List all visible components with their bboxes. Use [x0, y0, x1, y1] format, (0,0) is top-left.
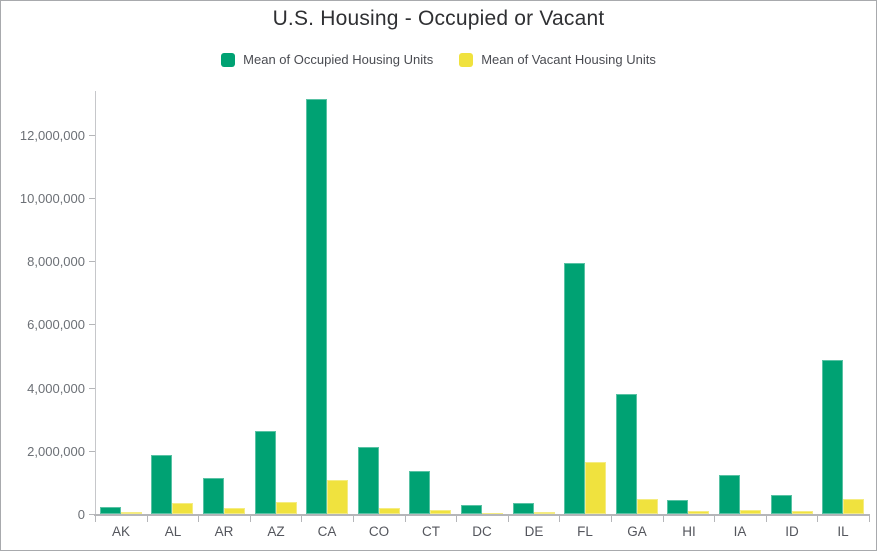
y-axis-tick-label: 8,000,000: [27, 254, 85, 269]
x-axis-label-CT: CT: [422, 524, 440, 539]
x-axis-label-DE: DE: [524, 524, 544, 539]
x-axis-tick: [611, 516, 612, 522]
x-axis-tick: [147, 516, 148, 522]
y-axis-tick: [89, 261, 95, 262]
x-axis-tick: [301, 516, 302, 522]
y-axis-tick: [89, 388, 95, 389]
bar-AR-occupied[interactable]: [203, 478, 224, 514]
bar-ID-vacant[interactable]: [792, 511, 813, 514]
bar-DE-vacant[interactable]: [534, 512, 555, 514]
x-axis-tick: [95, 516, 96, 522]
bar-CO-vacant[interactable]: [379, 508, 400, 514]
y-axis-tick-label: 12,000,000: [19, 128, 85, 143]
x-axis-tick: [817, 516, 818, 522]
y-axis-tick: [89, 324, 95, 325]
legend-item-vacant[interactable]: Mean of Vacant Housing Units: [459, 52, 656, 67]
bar-ID-occupied[interactable]: [771, 495, 792, 514]
x-axis-tick: [714, 516, 715, 522]
bar-HI-vacant[interactable]: [688, 511, 709, 514]
bar-IL-vacant[interactable]: [843, 499, 864, 514]
y-axis-line: [95, 91, 96, 520]
bar-AZ-occupied[interactable]: [255, 431, 276, 514]
x-axis-label-GA: GA: [627, 524, 647, 539]
x-axis-label-AZ: AZ: [267, 524, 285, 539]
y-axis-tick: [89, 451, 95, 452]
bar-AK-occupied[interactable]: [100, 507, 121, 514]
bar-FL-occupied[interactable]: [564, 263, 585, 514]
x-axis-tick: [766, 516, 767, 522]
x-axis-tick: [250, 516, 251, 522]
x-axis-label-DC: DC: [472, 524, 492, 539]
x-axis-tick: [405, 516, 406, 522]
bar-CA-vacant[interactable]: [327, 480, 348, 514]
bar-IA-occupied[interactable]: [719, 475, 740, 514]
x-axis-line: [94, 514, 870, 516]
chart-title: U.S. Housing - Occupied or Vacant: [272, 7, 605, 30]
y-axis-tick-label: 2,000,000: [27, 444, 85, 459]
vacant-swatch-icon: [459, 52, 474, 67]
legend-label-occupied: Mean of Occupied Housing Units: [243, 52, 434, 67]
bar-GA-vacant[interactable]: [637, 499, 658, 514]
bar-CO-occupied[interactable]: [358, 447, 379, 514]
x-axis-label-AR: AR: [214, 524, 234, 539]
x-axis-label-ID: ID: [785, 524, 799, 539]
x-axis-label-FL: FL: [577, 524, 593, 539]
y-axis-tick-label: 6,000,000: [27, 317, 85, 332]
bar-DE-occupied[interactable]: [513, 503, 534, 514]
bar-CT-vacant[interactable]: [430, 510, 451, 514]
x-axis-label-IL: IL: [837, 524, 849, 539]
bar-IL-occupied[interactable]: [822, 360, 843, 514]
x-axis-label-CA: CA: [317, 524, 337, 539]
bar-FL-vacant[interactable]: [585, 462, 606, 514]
y-axis-tick: [89, 198, 95, 199]
x-axis-tick: [663, 516, 664, 522]
legend: Mean of Occupied Housing Units Mean of V…: [1, 52, 876, 67]
y-axis-tick-label: 4,000,000: [27, 381, 85, 396]
bar-IA-vacant[interactable]: [740, 510, 761, 514]
occupied-swatch-icon: [221, 52, 236, 67]
x-axis-tick: [559, 516, 560, 522]
bar-AR-vacant[interactable]: [224, 508, 245, 514]
bar-DC-occupied[interactable]: [461, 505, 482, 514]
bar-AL-occupied[interactable]: [151, 455, 172, 514]
legend-label-vacant: Mean of Vacant Housing Units: [481, 52, 656, 67]
bar-HI-occupied[interactable]: [667, 500, 688, 514]
legend-item-occupied[interactable]: Mean of Occupied Housing Units: [221, 52, 433, 67]
y-axis-tick: [89, 514, 95, 515]
x-axis-label-IA: IA: [733, 524, 747, 539]
bar-CA-occupied[interactable]: [306, 99, 327, 514]
x-axis-tick: [456, 516, 457, 522]
y-axis-tick: [89, 135, 95, 136]
x-axis-label-HI: HI: [682, 524, 696, 539]
bar-AL-vacant[interactable]: [172, 503, 193, 514]
bar-CT-occupied[interactable]: [409, 471, 430, 514]
x-axis-label-AL: AL: [164, 524, 182, 539]
bar-DC-vacant[interactable]: [482, 513, 503, 514]
y-axis-tick-label: 0: [77, 507, 85, 522]
bar-AK-vacant[interactable]: [121, 512, 142, 514]
bar-GA-occupied[interactable]: [616, 394, 637, 514]
x-axis-tick: [353, 516, 354, 522]
x-axis-tick: [198, 516, 199, 522]
y-axis-tick-label: 10,000,000: [19, 191, 85, 206]
x-axis-tick: [508, 516, 509, 522]
x-axis-label-AK: AK: [111, 524, 130, 539]
bar-AZ-vacant[interactable]: [276, 502, 297, 514]
x-axis-tick: [869, 516, 870, 522]
x-axis-label-CO: CO: [368, 524, 390, 539]
